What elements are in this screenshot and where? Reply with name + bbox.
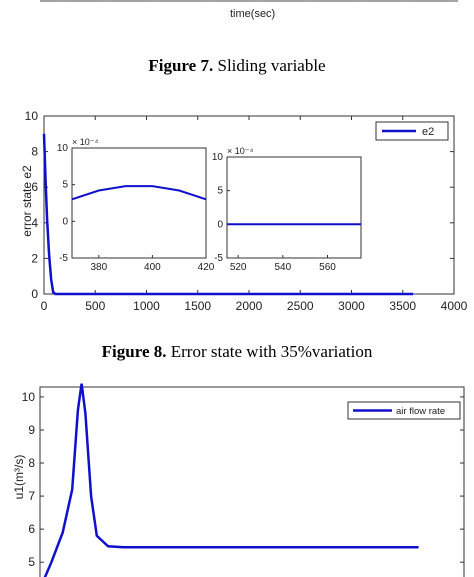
inset1-y-tick-label: 0 [62, 216, 68, 227]
fig8-caption-text: Error state with 35%variation [166, 342, 373, 361]
inset1-y-tick-label: -5 [59, 253, 68, 264]
chart1-x-tick-label: 1500 [184, 299, 211, 313]
inset1-x-tick-label: 400 [144, 262, 161, 273]
chart1-y-tick-label: 10 [25, 109, 39, 123]
fig7-caption: Figure 7. Sliding variable [0, 56, 474, 76]
inset1-series [71, 185, 207, 201]
chart2-y-tick-label: 6 [28, 522, 35, 536]
chart1-x-tick-label: 2000 [236, 299, 263, 313]
chart1-series-e2 [42, 133, 413, 296]
chart1-y-tick-label: 4 [31, 216, 38, 230]
fig8-caption: Figure 8. Error state with 35%variation [0, 342, 474, 362]
fig7-caption-label: Figure 7. [148, 56, 214, 75]
fig8-caption-label: Figure 8. [101, 342, 167, 361]
chart1-x-tick-label: 3000 [338, 299, 365, 313]
inset2-plot-area [226, 156, 362, 259]
chart1-y-tick-label: 6 [31, 180, 38, 194]
inset1-y-tick-label: 5 [62, 180, 68, 191]
chart1-x-tick-label: 1000 [133, 299, 160, 313]
chart2-y-tick-label: 7 [28, 489, 35, 503]
inset2-y-tick-label: -5 [214, 253, 223, 264]
chart1-legend-label: e2 [422, 126, 434, 138]
chart1-y-tick-label: 0 [31, 287, 38, 301]
inset2-x-tick-label: 560 [319, 262, 336, 273]
chart1-x-tick-label: 500 [85, 299, 105, 313]
fig7-caption-text: Sliding variable [213, 56, 326, 75]
inset2-exponent: × 10⁻⁴ [227, 146, 254, 156]
inset2-y-tick-label: 10 [212, 152, 224, 163]
chart1-x-tick-label: 3500 [389, 299, 416, 313]
inset1-x-tick-label: 380 [90, 262, 107, 273]
chart1-x-tick-label: 0 [41, 299, 48, 313]
chart2-y-tick-label: 5 [28, 555, 35, 569]
inset2-y-tick-label: 0 [217, 219, 223, 230]
chart2-y-tick-label: 9 [28, 423, 35, 437]
chart1-y-tick-label: 8 [31, 145, 38, 159]
inset2-x-tick-label: 540 [274, 262, 291, 273]
chart2-legend-label: air flow rate [396, 406, 445, 417]
chart1-y-tick-label: 2 [31, 251, 38, 265]
chart1-x-tick-label: 2500 [287, 299, 314, 313]
inset1-x-tick-label: 420 [198, 262, 215, 273]
chart2-legend-box [347, 401, 461, 420]
inset1-y-tick-label: 10 [57, 143, 69, 154]
chart2-y-tick-label: 10 [22, 390, 36, 404]
inset1-exponent: × 10⁻⁴ [72, 137, 99, 147]
chart2-y-tick-label: 8 [28, 456, 35, 470]
chart2-ylabel: u1(m³/s) [12, 454, 26, 500]
inset1-plot-area [71, 147, 207, 259]
inset2-y-tick-label: 5 [217, 186, 223, 197]
fig7-xlabel: time(sec) [230, 8, 276, 20]
inset2-x-tick-label: 520 [230, 262, 247, 273]
chart2-series-air-flow-rate [43, 383, 419, 577]
chart1-x-tick-label: 4000 [441, 299, 468, 313]
